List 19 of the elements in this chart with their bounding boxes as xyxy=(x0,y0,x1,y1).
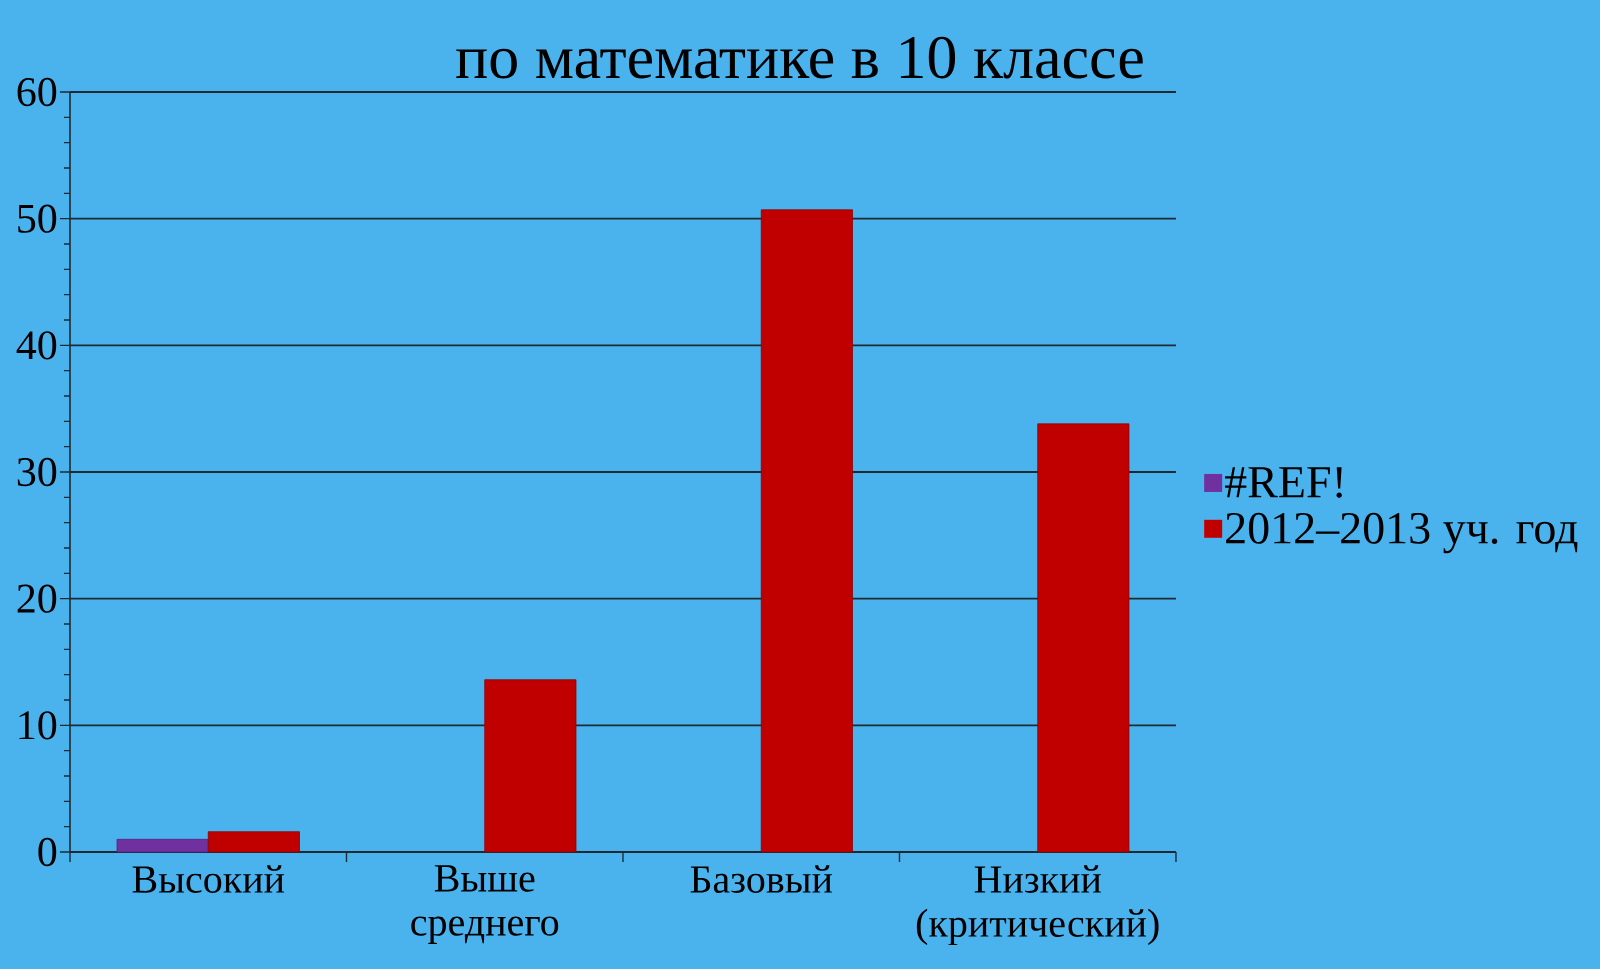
y-tick-label: 50 xyxy=(18,204,57,233)
y-tick-label: 40 xyxy=(16,331,57,360)
bar xyxy=(1037,423,1130,853)
bar xyxy=(484,679,577,853)
legend-label: 2012–2013 уч. год xyxy=(1226,512,1578,554)
bar xyxy=(116,838,209,853)
y-tick-label: 60 xyxy=(17,77,57,107)
x-tick-label: Высокий xyxy=(132,865,285,893)
legend-label: #REF! xyxy=(1225,467,1342,498)
x-tick-label: Выше среднего xyxy=(411,865,559,944)
bar xyxy=(207,831,300,853)
x-tick-label: Низкий (критический) xyxy=(916,865,1159,946)
y-tick-label: 10 xyxy=(19,711,57,740)
y-tick-label: 20 xyxy=(17,584,57,613)
y-tick-label: 30 xyxy=(17,457,57,487)
chart-title: по математике в 10 классе xyxy=(456,36,1143,79)
bar xyxy=(760,209,853,853)
y-tick-label: 0 xyxy=(38,837,57,867)
x-tick-label: Базовый xyxy=(690,865,833,893)
